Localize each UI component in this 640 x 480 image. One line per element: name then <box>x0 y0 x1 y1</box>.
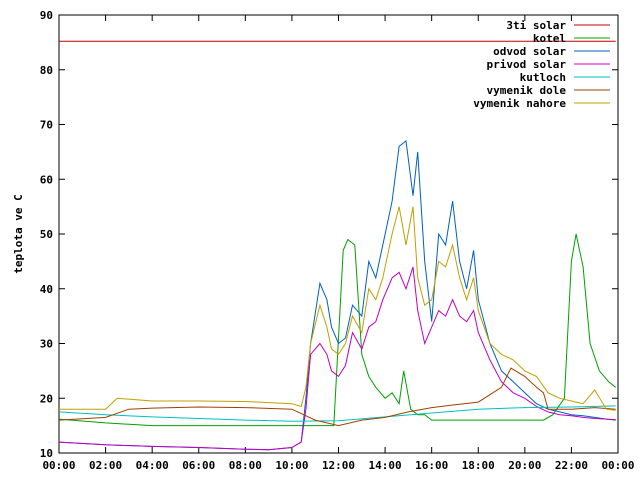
y-tick-label: 80 <box>40 64 53 77</box>
legend-label: vymenik nahore <box>473 97 566 110</box>
x-tick-label: 00:00 <box>42 459 75 472</box>
x-tick-label: 06:00 <box>182 459 215 472</box>
series-line-kotel <box>58 233 617 427</box>
series-line-vymenik-dole <box>58 367 616 427</box>
y-tick-label: 90 <box>40 9 53 22</box>
x-tick-label: 02:00 <box>89 459 122 472</box>
y-axis: 10 20 30 40 50 60 70 80 90 <box>40 9 618 460</box>
x-tick-label: 10:00 <box>275 459 308 472</box>
legend-label: privod solar <box>487 58 567 71</box>
legend-label: kotel <box>533 32 566 45</box>
legend-label: odvod solar <box>493 45 566 58</box>
series-line-kutloch <box>58 405 616 422</box>
y-tick-label: 30 <box>40 338 53 351</box>
series-lines <box>58 40 617 451</box>
x-tick-label: 04:00 <box>136 459 169 472</box>
x-tick-label: 18:00 <box>462 459 495 472</box>
series-line-privod-solar <box>58 266 616 451</box>
series-line-odvod-solar <box>58 139 616 451</box>
y-tick-label: 50 <box>40 228 53 241</box>
x-tick-label: 08:00 <box>229 459 262 472</box>
x-tick-label: 00:00 <box>601 459 634 472</box>
y-tick-label: 70 <box>40 119 53 132</box>
x-tick-label: 22:00 <box>555 459 588 472</box>
x-tick-label: 14:00 <box>369 459 402 472</box>
y-tick-label: 60 <box>40 173 53 186</box>
y-tick-label: 40 <box>40 283 53 296</box>
legend-label: vymenik dole <box>487 84 567 97</box>
y-axis-label: teplota ve C <box>12 194 25 273</box>
x-tick-label: 20:00 <box>508 459 541 472</box>
x-tick-label: 16:00 <box>415 459 448 472</box>
x-axis: 00:00 02:00 04:00 06:00 08:00 10:00 12:00 14:00… <box>42 15 635 472</box>
x-tick-label: 12:00 <box>322 459 355 472</box>
legend-label: 3ti solar <box>506 19 566 32</box>
y-tick-label: 20 <box>40 392 53 405</box>
series-line-vymenik-nahore <box>59 206 616 411</box>
legend-label: kutloch <box>520 71 566 84</box>
y-tick-label: 10 <box>40 447 53 460</box>
